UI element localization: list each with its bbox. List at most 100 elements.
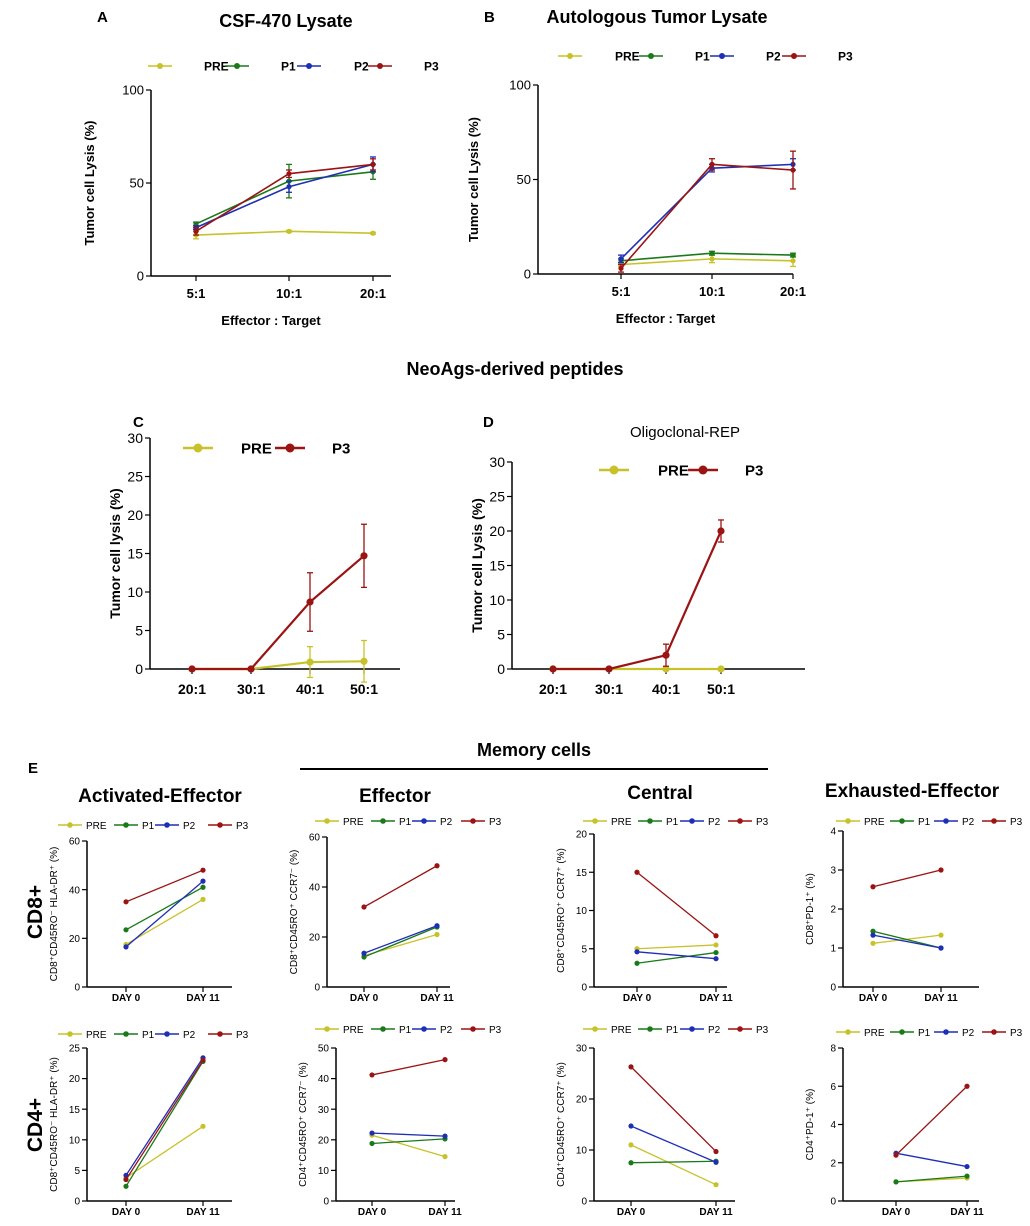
data-point-p3 — [662, 651, 670, 659]
legend-marker — [567, 53, 573, 59]
y-tick-label: 0 — [314, 983, 320, 994]
legend-marker — [689, 1026, 695, 1032]
y-tick-label: 0 — [135, 661, 143, 677]
x-tick-label: DAY 0 — [350, 993, 379, 1004]
series-line-pre — [192, 660, 365, 671]
data-point-p2 — [634, 949, 640, 955]
x-tick-label: 20:1 — [360, 286, 386, 301]
series-line-p2 — [195, 163, 374, 229]
y-tick-label: 15 — [576, 868, 588, 879]
chart-title: Autologous Tumor Lysate — [546, 7, 767, 27]
data-point-p2 — [713, 956, 719, 962]
legend-label: P3 — [1010, 817, 1023, 828]
legend-label: PRE — [611, 1025, 632, 1036]
y-tick-label: 30 — [489, 454, 505, 470]
x-tick-label: 20:1 — [539, 681, 567, 697]
legend-label: P2 — [183, 1030, 196, 1041]
legend-marker — [324, 818, 330, 824]
y-tick-label: 4 — [830, 1120, 836, 1131]
legend-marker — [470, 818, 476, 824]
legend-marker — [285, 443, 295, 453]
legend-marker — [470, 1026, 476, 1032]
series-line-pre — [371, 1134, 446, 1158]
chart-d: 0 5 10 15 20 25 30 20:1 30:1 40:1 50:1 Tumor cell L… — [469, 424, 805, 697]
y-tick-label: 0 — [830, 983, 836, 994]
legend-label: P2 — [440, 817, 453, 828]
y-tick-label: 0 — [323, 1197, 329, 1208]
data-point-pre — [717, 665, 725, 673]
y-tick-label: 2 — [830, 905, 836, 916]
y-tick-label: 40 — [309, 883, 321, 894]
data-point-p3 — [188, 665, 196, 673]
x-tick-label: DAY 11 — [420, 993, 454, 1004]
y-tick-label: 10 — [127, 584, 143, 600]
data-point-p3 — [634, 869, 640, 875]
data-point-p3 — [549, 665, 557, 673]
legend-marker — [592, 1026, 598, 1032]
data-point-p3 — [123, 1176, 129, 1183]
y-tick-label: 0 — [137, 269, 144, 284]
legend-marker — [592, 818, 598, 824]
data-point-p2 — [286, 184, 292, 190]
legend-marker — [380, 1026, 386, 1032]
y-axis-label: CD8⁺CD45RO⁺ CCR7⁺ (%) — [556, 848, 567, 973]
legend-marker — [698, 465, 708, 475]
data-point-p1 — [713, 949, 719, 956]
legend-marker — [164, 822, 170, 828]
x-tick-label: 50:1 — [707, 681, 735, 697]
series-line-pre — [620, 258, 794, 266]
legend-label: P1 — [142, 821, 155, 832]
y-tick-label: 30 — [127, 430, 143, 446]
data-point-p3 — [713, 1148, 719, 1155]
data-point-pre — [790, 258, 796, 264]
legend-marker — [845, 1029, 851, 1035]
y-tick-label: 3 — [830, 866, 836, 877]
column-title-exhausted-effector: Exhausted-Effector — [825, 781, 1000, 802]
x-tick-label: 30:1 — [237, 681, 265, 697]
legend-label: PRE — [864, 1028, 885, 1039]
series-line-p3 — [630, 1066, 717, 1152]
chart-a: 0 50 100 5:1 10:1 20:1 Tumor cell Lysis (%) Eff… — [82, 11, 439, 328]
data-point-p3 — [709, 161, 715, 167]
data-point-p2 — [442, 1133, 448, 1139]
x-axis-label: Effector : Target — [616, 311, 716, 326]
legend-label: P1 — [918, 817, 931, 828]
legend-label: PRE — [611, 817, 632, 828]
series-line-p1 — [125, 886, 204, 931]
column-title-activated-effector: Activated-Effector — [78, 786, 242, 807]
y-tick-label: 8 — [830, 1044, 836, 1055]
data-point-p1 — [709, 250, 715, 256]
series-line-pre — [125, 898, 204, 945]
panel-letter-b: B — [484, 9, 495, 26]
legend-label: P3 — [745, 462, 763, 479]
y-axis-label: CD4⁺PD-1⁺ (%) — [805, 1089, 816, 1161]
legend-label: P2 — [962, 817, 975, 828]
chart-e8: 0 2 4 6 8 DAY 0 DAY 11 CD4⁺PD-1⁺ (%) PRE P1 P2 P3 — [805, 1028, 1023, 1218]
data-point-pre — [286, 228, 292, 234]
legend-label: PRE — [615, 49, 640, 63]
panel-letter-c: C — [133, 414, 144, 431]
legend-label: P1 — [666, 1025, 679, 1036]
legend-marker — [421, 818, 427, 824]
legend-marker — [306, 63, 312, 69]
legend-marker — [609, 465, 619, 475]
data-point-p3 — [893, 1152, 899, 1158]
data-point-pre — [306, 658, 314, 666]
data-point-p3 — [713, 933, 719, 939]
legend-marker — [67, 1031, 73, 1037]
data-point-p2 — [628, 1123, 634, 1129]
data-point-p3 — [200, 867, 206, 873]
series-line-p2 — [125, 880, 204, 948]
legend-marker — [193, 443, 203, 453]
data-point-p3 — [717, 527, 725, 535]
series-line-pre — [630, 1144, 717, 1186]
data-point-pre — [360, 657, 368, 665]
series-line-p1 — [125, 1061, 204, 1187]
x-tick-label: DAY 11 — [428, 1207, 462, 1218]
y-tick-label: 30 — [576, 1044, 588, 1055]
data-point-pre — [370, 230, 376, 236]
x-tick-label: 40:1 — [652, 681, 680, 697]
y-axis-label: Tumor cell Lysis (%) — [82, 121, 97, 246]
legend-marker — [689, 818, 695, 824]
data-point-p2 — [964, 1163, 970, 1170]
